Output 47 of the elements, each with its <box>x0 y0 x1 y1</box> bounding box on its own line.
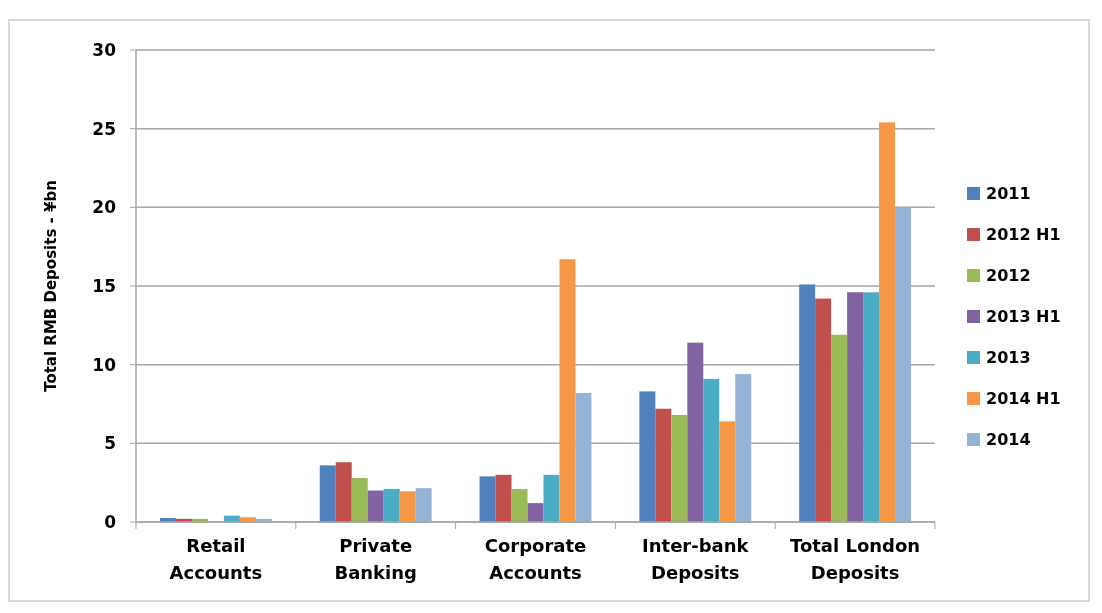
bar <box>415 488 432 522</box>
bar <box>703 378 720 522</box>
bar <box>319 465 336 522</box>
bar <box>655 408 672 522</box>
legend-label: 2012 H1 <box>986 224 1061 244</box>
bar <box>895 207 912 522</box>
bar <box>495 474 512 522</box>
bar <box>847 292 864 522</box>
bar <box>831 334 848 522</box>
bar <box>351 477 368 522</box>
bar <box>543 474 560 522</box>
y-tick-label: 25 <box>92 118 116 139</box>
x-tick-label: Corporate Accounts <box>484 535 587 583</box>
bar <box>383 488 400 522</box>
legend-label: 2012 <box>986 265 1031 285</box>
bar <box>559 259 576 522</box>
legend-label: 2014 <box>986 429 1031 449</box>
legend-label: 2014 H1 <box>986 388 1061 408</box>
bar <box>511 488 528 522</box>
x-tick-label: Total London Deposits <box>790 535 921 583</box>
bar <box>879 122 896 522</box>
legend-label: 2013 <box>986 347 1031 367</box>
y-axis-title: Total RMB Deposits - ¥bn <box>42 180 60 392</box>
y-tick-label: 10 <box>92 354 117 375</box>
bar <box>575 392 592 522</box>
bar <box>639 391 656 522</box>
bar <box>399 491 416 522</box>
y-tick-label: 0 <box>104 511 117 532</box>
bar <box>815 298 832 522</box>
y-tick-label: 15 <box>92 275 116 296</box>
y-tick-label: 30 <box>92 39 117 60</box>
bar <box>687 342 704 522</box>
x-tick-label: Private Banking <box>334 535 417 583</box>
bar <box>367 490 384 522</box>
legend-label: 2013 H1 <box>986 306 1061 326</box>
bar <box>735 374 752 522</box>
bar <box>671 415 688 522</box>
bar <box>479 476 496 522</box>
x-tick-label: Retail Accounts <box>169 535 263 583</box>
bar <box>799 284 816 522</box>
bar <box>863 292 880 522</box>
bar <box>719 421 736 522</box>
legend-label: 2011 <box>986 183 1031 203</box>
x-tick-label: Inter-bank Deposits <box>642 535 750 583</box>
y-tick-label: 20 <box>92 197 117 218</box>
y-tick-label: 5 <box>104 433 116 454</box>
bar <box>335 462 352 522</box>
